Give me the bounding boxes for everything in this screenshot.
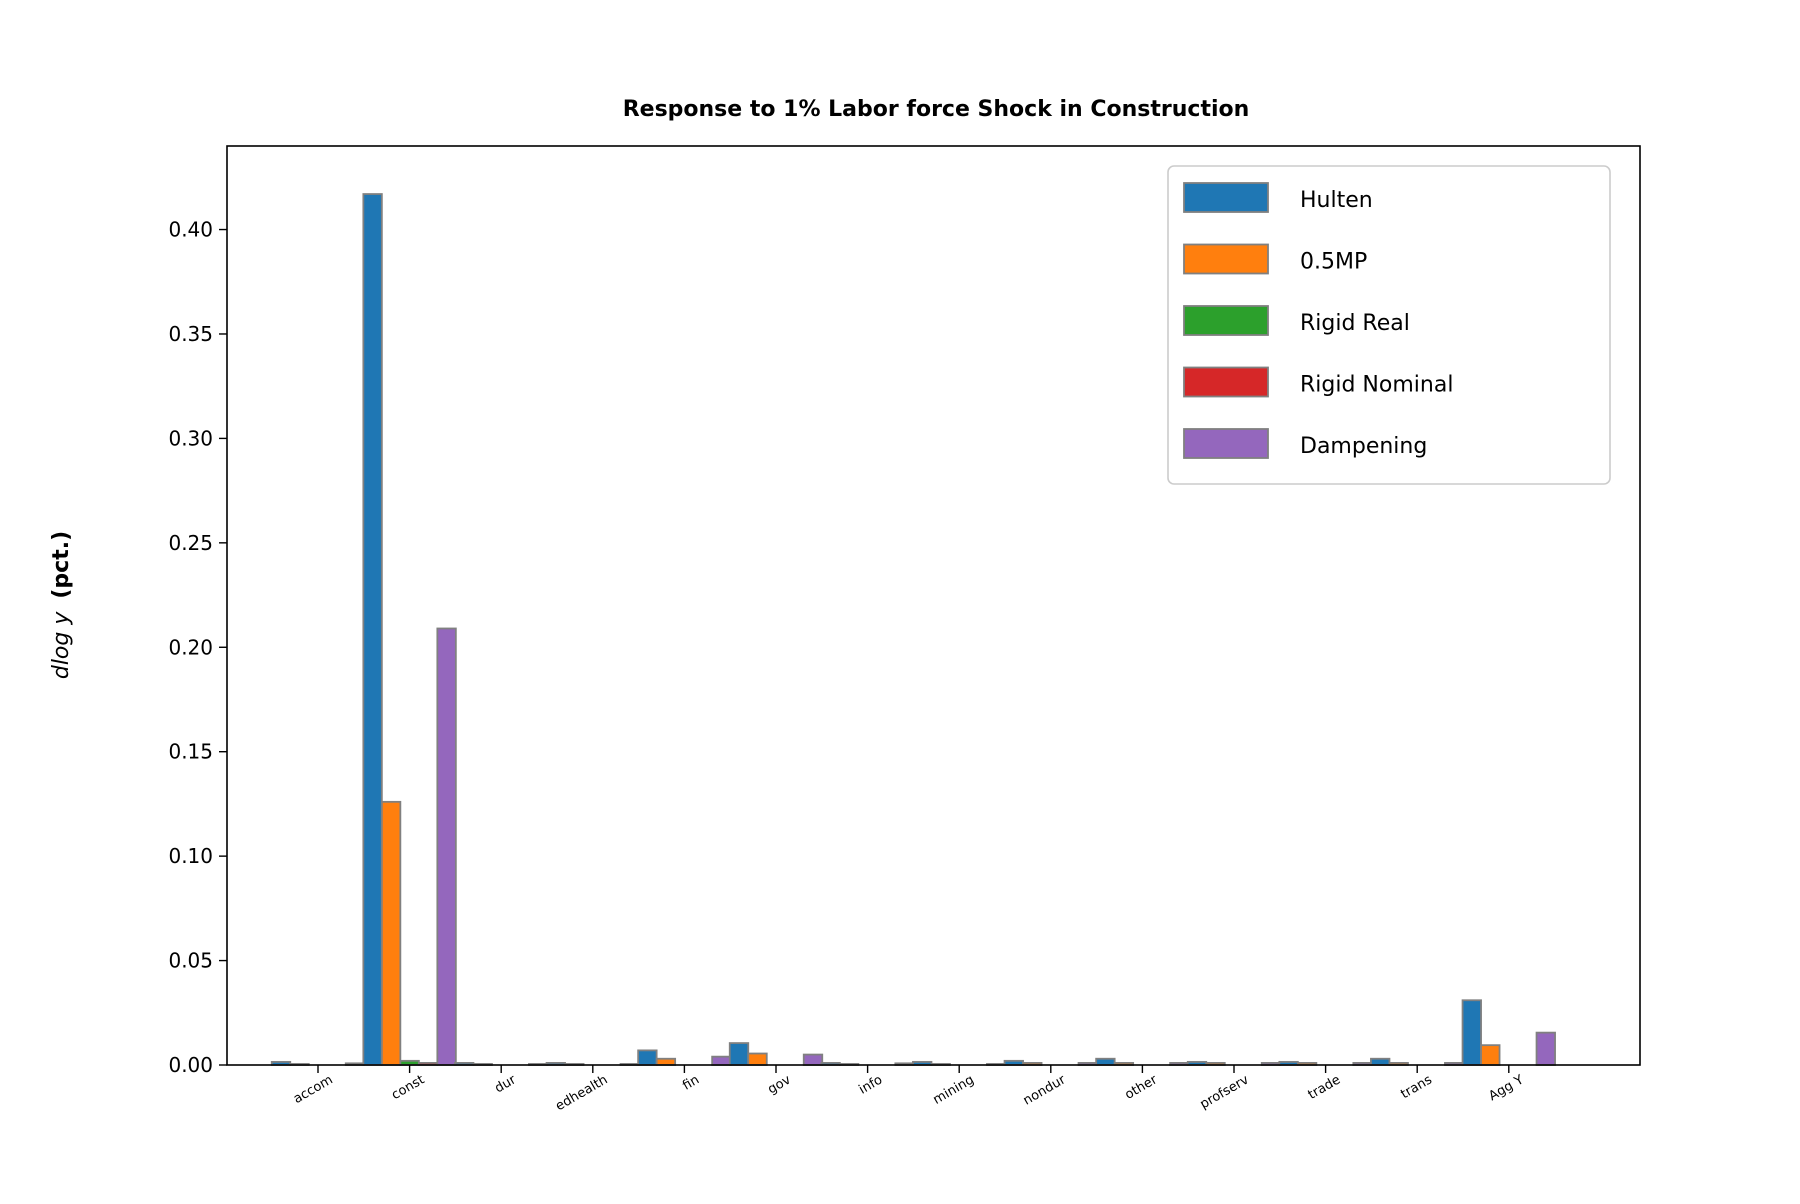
legend-label: Rigid Real bbox=[1300, 311, 1410, 336]
legend-swatch-dampening bbox=[1183, 428, 1269, 459]
y-axis-label-math: dlog y bbox=[49, 611, 74, 679]
y-tick-label: 0.30 bbox=[168, 426, 213, 450]
bar-hulten-gov bbox=[728, 1042, 750, 1066]
bar-0-5mp-const bbox=[380, 800, 402, 1066]
legend-label: Rigid Nominal bbox=[1300, 373, 1453, 398]
x-tick-label: dur bbox=[492, 1072, 519, 1096]
legend-label: Hulten bbox=[1300, 188, 1373, 213]
x-tick-label: other bbox=[1122, 1072, 1160, 1103]
bar-hulten-const bbox=[362, 193, 383, 1066]
y-tick-label: 0.20 bbox=[168, 635, 213, 659]
x-tick-label: info bbox=[857, 1072, 886, 1097]
y-tick-label: 0.10 bbox=[168, 844, 213, 868]
x-axis: accom const dur edhealth fin gov info mining non… bbox=[291, 1065, 1526, 1114]
y-tick-label: 0.25 bbox=[168, 531, 213, 555]
x-tick-label: accom bbox=[291, 1072, 336, 1106]
x-tick-label: fin bbox=[680, 1072, 702, 1093]
legend-swatch-hulten bbox=[1183, 182, 1269, 213]
x-tick-label: nondur bbox=[1021, 1072, 1069, 1108]
x-tick-label: trans bbox=[1398, 1072, 1435, 1102]
bar-hulten-other bbox=[1095, 1057, 1116, 1066]
y-axis-label: dlog y (pct.) bbox=[49, 531, 74, 679]
x-tick-label: Agg Y bbox=[1486, 1072, 1526, 1104]
bar-dampening-fin bbox=[711, 1055, 732, 1066]
y-axis-label-unit: (pct.) bbox=[49, 531, 74, 599]
y-axis: 0.00 0.05 0.10 0.15 0.20 0.25 0.30 0.35 0.40 bbox=[168, 218, 227, 1077]
bar-hulten-trans bbox=[1370, 1057, 1391, 1066]
bar-dampening-const bbox=[436, 627, 457, 1066]
y-tick-label: 0.35 bbox=[168, 322, 213, 346]
bar-0-5mp-fin bbox=[655, 1057, 677, 1066]
y-tick-label: 0.40 bbox=[168, 218, 213, 242]
legend-swatch-rigid-nominal bbox=[1183, 366, 1269, 398]
legend-label: 0.5MP bbox=[1300, 250, 1367, 275]
x-tick-label: mining bbox=[931, 1072, 977, 1107]
bar-hulten-agg-y bbox=[1461, 999, 1482, 1066]
legend-label: Dampening bbox=[1300, 434, 1427, 459]
x-tick-label: edhealth bbox=[553, 1072, 610, 1114]
x-tick-label: profserv bbox=[1198, 1072, 1252, 1112]
bar-dampening-gov bbox=[802, 1053, 824, 1066]
bar-hulten-fin bbox=[637, 1049, 658, 1066]
chart-title: Response to 1% Labor force Shock in Cons… bbox=[623, 97, 1250, 122]
y-tick-label: 0.05 bbox=[168, 949, 213, 973]
legend-swatch-0-5mp bbox=[1183, 243, 1269, 275]
bars-layer bbox=[270, 193, 1556, 1066]
legend: Hulten 0.5MP Rigid Real Rigid Nominal Dampen… bbox=[1167, 165, 1611, 485]
bar-dampening-agg-y bbox=[1535, 1031, 1556, 1066]
x-tick-label: const bbox=[389, 1072, 427, 1103]
y-tick-label: 0.00 bbox=[168, 1053, 213, 1077]
x-tick-label: gov bbox=[765, 1072, 793, 1097]
legend-frame bbox=[1167, 165, 1611, 485]
legend-swatch-rigid-real bbox=[1183, 305, 1269, 336]
x-tick-label: trade bbox=[1306, 1072, 1344, 1102]
y-tick-label: 0.15 bbox=[168, 740, 213, 764]
bar-0-5mp-agg-y bbox=[1480, 1044, 1501, 1066]
bar-0-5mp-gov bbox=[747, 1052, 768, 1066]
plot-frame bbox=[226, 145, 1641, 1066]
